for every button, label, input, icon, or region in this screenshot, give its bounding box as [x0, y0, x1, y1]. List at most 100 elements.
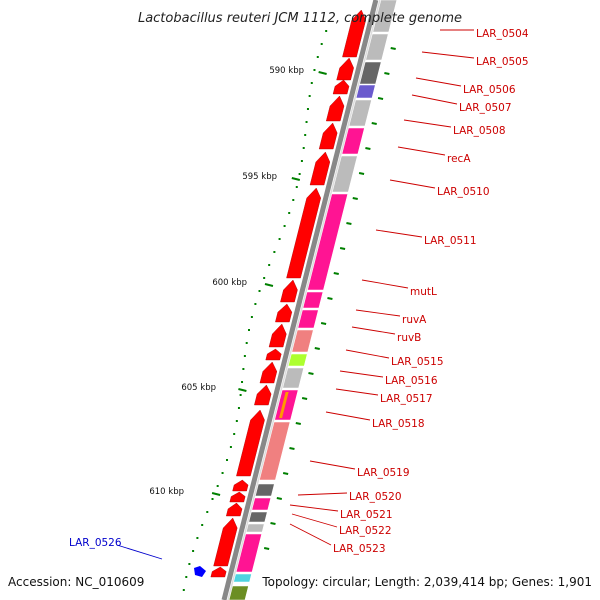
leader-line — [289, 523, 332, 546]
gc-dot — [233, 433, 236, 435]
gene-label-lar_0515: LAR_0515 — [391, 356, 444, 368]
gc-dot — [283, 225, 286, 227]
gene-label-lar_0519: LAR_0519 — [357, 467, 410, 479]
gc-dot — [288, 212, 291, 214]
scale-label-595: 595 kbp — [242, 172, 277, 182]
gc-dot — [325, 30, 328, 32]
leader-line — [411, 94, 458, 105]
cds-arrow-1 — [342, 9, 367, 58]
gene-label-lar_0507: LAR_0507 — [459, 102, 512, 114]
leader-line — [389, 179, 436, 189]
gc-dot — [316, 56, 319, 58]
gc-dot — [306, 108, 309, 110]
gene-label-lar_0508: LAR_0508 — [453, 125, 506, 137]
major-tick-4 — [238, 388, 247, 392]
major-tick-1 — [318, 71, 327, 75]
leader-line — [375, 229, 423, 238]
gene-label-lar_0522: LAR_0522 — [339, 525, 392, 537]
cog-box-2 — [365, 33, 389, 61]
minor-tick — [346, 222, 352, 225]
cog-box-1 — [372, 0, 398, 33]
cds-arrow-18 — [213, 517, 238, 567]
cds-arrow-5 — [318, 122, 338, 150]
minor-tick — [295, 422, 301, 425]
gc-dot — [254, 303, 257, 305]
accession-text: Accession: NC_010609 — [8, 575, 144, 589]
gene-label-lar_0518: LAR_0518 — [372, 418, 425, 430]
minor-tick — [339, 247, 346, 250]
minor-tick — [390, 47, 396, 50]
cog-box-5 — [348, 99, 372, 127]
gene-label-lar_0517: LAR_0517 — [380, 393, 433, 405]
minor-tick — [320, 322, 327, 325]
gc-dot — [243, 355, 246, 357]
scale-label-590: 590 kbp — [269, 66, 304, 76]
leader-line — [355, 309, 401, 317]
gc-dots-layer — [182, 30, 328, 591]
cog-box-6 — [341, 127, 365, 155]
cog-box-20 — [235, 533, 263, 573]
cds-arrow-2 — [336, 57, 354, 81]
gc-dot — [302, 147, 305, 149]
minor-tick — [365, 147, 371, 150]
cog-box-4 — [355, 84, 376, 99]
gc-dot — [239, 394, 242, 396]
gc-dot — [201, 524, 204, 526]
cog-stripe — [279, 392, 289, 418]
leader-line — [335, 388, 379, 396]
gene-label-lar_0521: LAR_0521 — [340, 509, 393, 521]
cds-arrow-9 — [275, 303, 293, 323]
gc-dot — [313, 69, 316, 71]
leader-line — [397, 146, 446, 156]
cds-arrow-3 — [332, 79, 350, 95]
gene-label-lar_0523: LAR_0523 — [333, 543, 386, 555]
cog-box-7 — [331, 155, 358, 193]
gc-dot — [235, 420, 238, 422]
cds-arrow-13 — [254, 384, 272, 406]
cog-box-10 — [297, 309, 319, 329]
scale-ticks-layer — [211, 47, 396, 550]
minor-tick — [276, 497, 283, 500]
gene-label-lar_0520: LAR_0520 — [349, 491, 402, 503]
major-tick-3 — [264, 283, 274, 287]
scale-label-605: 605 kbp — [181, 383, 216, 393]
minor-tick — [358, 172, 365, 175]
gc-dot — [196, 537, 199, 539]
gc-dot — [300, 160, 303, 162]
gc-dot — [185, 576, 188, 578]
scale-label-610: 610 kbp — [149, 487, 184, 497]
gc-dot — [216, 485, 219, 487]
gc-dot — [298, 173, 301, 175]
cds-arrow-15 — [232, 479, 249, 492]
summary-text: Topology: circular; Length: 2,039,414 bp… — [261, 575, 592, 589]
minor-tick — [371, 122, 377, 125]
minor-tick — [352, 197, 358, 200]
minor-tick — [282, 472, 289, 475]
gc-dot — [305, 121, 308, 123]
cog-box-22 — [228, 585, 249, 600]
leader-line — [116, 544, 163, 560]
cds-arrow-19 — [210, 566, 227, 578]
leader-line — [345, 349, 390, 359]
features-layer — [194, 0, 398, 600]
cog-box-21 — [233, 573, 252, 583]
gc-dot — [192, 550, 195, 552]
leader-line — [291, 513, 338, 528]
gc-dot — [226, 459, 229, 461]
cog-box-18 — [248, 511, 268, 523]
gc-dot — [263, 277, 266, 279]
leader-line — [421, 51, 475, 59]
gc-dot — [242, 368, 245, 370]
cds-arrow-14 — [236, 409, 265, 477]
leader-line — [289, 504, 339, 512]
gc-dot — [268, 264, 271, 266]
backbone-layer — [221, 0, 381, 600]
gene-label-lar_0510: LAR_0510 — [437, 186, 490, 198]
gc-dot — [320, 43, 323, 45]
cog-box-8 — [307, 193, 349, 291]
leader-line — [351, 326, 396, 335]
cds-arrow-4 — [325, 95, 345, 122]
gene-labels-layer: LAR_0504 LAR_0505 LAR_0506 LAR_0507 LAR_0508… — [69, 28, 529, 555]
gc-dot — [258, 290, 261, 292]
minor-tick — [263, 547, 270, 550]
